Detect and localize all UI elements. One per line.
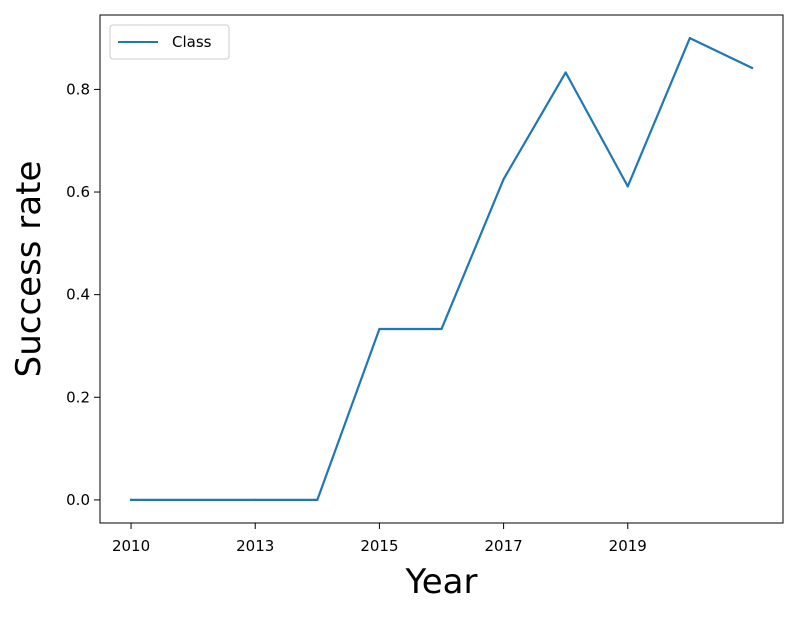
x-tick-label: 2019: [609, 537, 647, 555]
legend-label-class: Class: [172, 33, 212, 51]
y-tick-label: 0.0: [66, 491, 90, 509]
data-point: [378, 327, 381, 331]
y-tick-label: 0.8: [66, 80, 90, 98]
y-tick-label: 0.6: [66, 183, 90, 201]
data-point: [316, 498, 319, 502]
series-layer: [129, 36, 754, 502]
data-point: [564, 71, 567, 74]
data-point: [440, 327, 443, 331]
y-tick-label: 0.2: [66, 388, 90, 406]
data-point: [502, 178, 505, 181]
x-axis-ticks: 2010 2013 2015 2017 2019: [112, 523, 647, 555]
x-axis-title: Year: [405, 562, 478, 602]
y-axis-ticks: 0.0 0.2 0.4 0.6 0.8: [66, 80, 100, 509]
data-point: [129, 498, 133, 502]
series-line-class: [129, 36, 754, 502]
y-axis-title: Success rate: [9, 161, 49, 378]
x-tick-label: 2010: [112, 537, 150, 555]
x-tick-label: 2017: [484, 537, 522, 555]
data-point: [750, 66, 754, 69]
x-tick-label: 2013: [236, 537, 274, 555]
x-tick-label: 2015: [360, 537, 398, 555]
data-point: [688, 36, 691, 40]
y-tick-label: 0.4: [66, 286, 90, 304]
plot-area: [100, 15, 783, 523]
data-point: [254, 498, 257, 502]
plot-frame: [99, 14, 784, 524]
legend: Class: [109, 24, 230, 60]
legend-box: [109, 24, 230, 60]
data-point: [626, 185, 629, 188]
